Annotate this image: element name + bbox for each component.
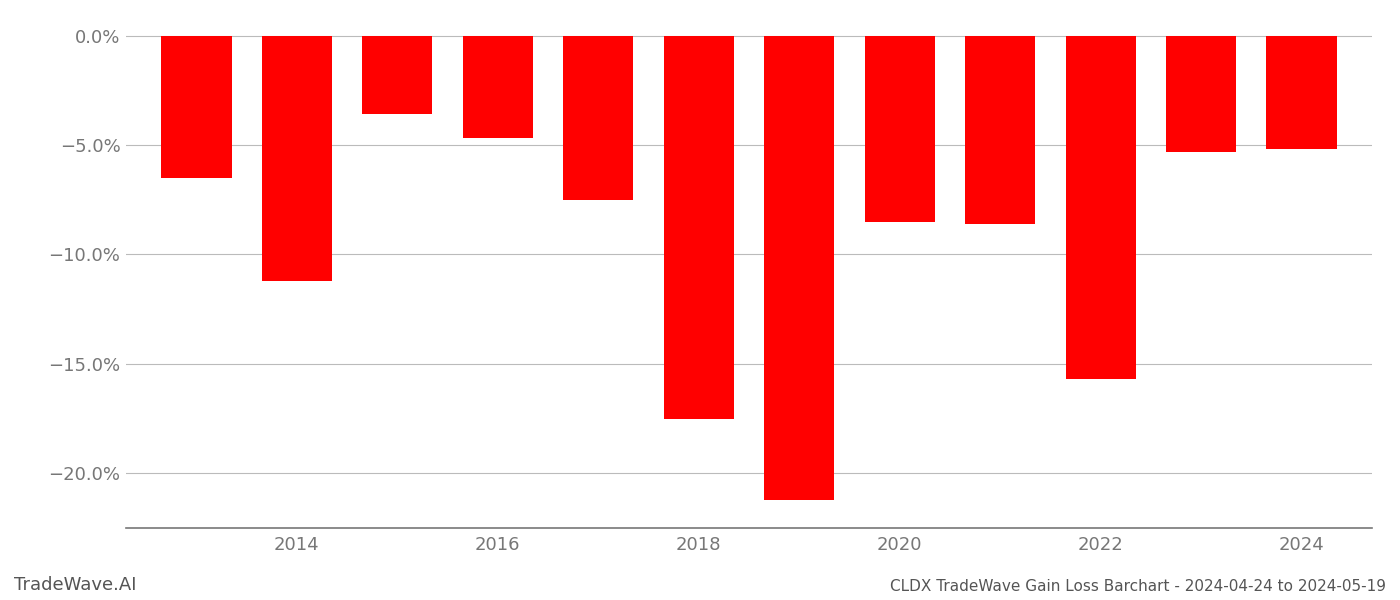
Bar: [1267, 35, 1337, 149]
Bar: [1166, 35, 1236, 152]
Bar: [462, 35, 533, 139]
Bar: [363, 35, 433, 115]
Text: CLDX TradeWave Gain Loss Barchart - 2024-04-24 to 2024-05-19: CLDX TradeWave Gain Loss Barchart - 2024…: [890, 579, 1386, 594]
Bar: [965, 35, 1036, 224]
Bar: [764, 35, 834, 500]
Bar: [563, 35, 633, 200]
Bar: [161, 35, 231, 178]
Bar: [664, 35, 734, 419]
Bar: [865, 35, 935, 221]
Bar: [262, 35, 332, 281]
Bar: [1065, 35, 1135, 379]
Text: TradeWave.AI: TradeWave.AI: [14, 576, 137, 594]
